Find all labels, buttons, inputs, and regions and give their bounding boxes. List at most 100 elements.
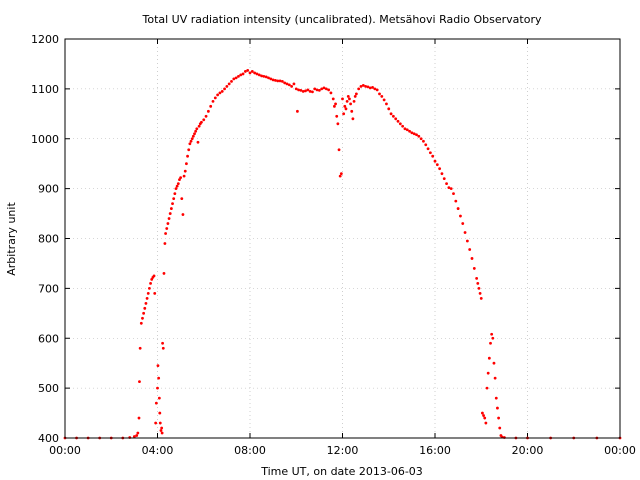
data-point xyxy=(375,88,379,92)
data-point xyxy=(159,429,163,432)
data-point xyxy=(239,73,243,77)
data-point xyxy=(380,94,384,98)
data-point xyxy=(156,386,159,390)
data-point xyxy=(204,114,208,118)
data-point xyxy=(138,380,141,384)
data-point xyxy=(391,114,395,118)
data-point xyxy=(351,117,355,121)
y-tick-label: 700 xyxy=(38,282,59,295)
data-point xyxy=(352,99,356,103)
data-point xyxy=(491,336,495,340)
data-point xyxy=(243,70,247,73)
data-point xyxy=(299,88,303,92)
data-point xyxy=(190,137,194,141)
y-tick-label: 900 xyxy=(38,183,59,196)
data-point xyxy=(348,97,351,101)
data-point xyxy=(292,82,296,86)
data-point xyxy=(213,96,217,100)
data-point xyxy=(373,87,377,91)
data-point xyxy=(333,104,336,108)
data-point xyxy=(141,316,144,320)
data-point xyxy=(165,227,169,230)
data-point xyxy=(158,421,162,425)
data-point xyxy=(452,192,455,196)
data-point xyxy=(487,356,491,360)
data-point xyxy=(496,406,499,410)
data-point xyxy=(180,197,184,201)
data-point xyxy=(322,86,326,90)
data-point xyxy=(350,109,354,113)
data-point xyxy=(477,286,481,290)
data-point xyxy=(483,416,487,420)
data-point xyxy=(216,93,220,97)
data-point xyxy=(172,197,176,201)
data-point xyxy=(366,85,370,89)
data-point xyxy=(344,107,348,111)
data-point xyxy=(442,177,446,181)
data-point xyxy=(456,207,460,210)
data-point xyxy=(195,127,199,131)
data-point xyxy=(394,117,398,121)
data-point xyxy=(485,386,489,390)
data-point xyxy=(162,272,166,275)
data-point xyxy=(382,98,386,102)
data-point xyxy=(269,77,273,81)
data-point xyxy=(138,346,142,350)
data-point xyxy=(438,167,442,171)
data-point xyxy=(343,104,347,108)
x-tick-label: 12:00 xyxy=(327,444,359,457)
x-axis-label: Time UT, on date 2013-06-03 xyxy=(260,465,423,478)
data-point xyxy=(246,69,250,72)
x-tick-label: 16:00 xyxy=(419,444,451,457)
plot-frame xyxy=(64,38,621,439)
data-point xyxy=(346,94,350,98)
data-point xyxy=(410,131,414,135)
data-point xyxy=(494,396,498,400)
data-point xyxy=(361,83,365,87)
data-point xyxy=(459,214,462,218)
data-point xyxy=(154,401,158,405)
axis-ticks: 400 500 600 700 800 900 1000 1100 1200 00:00 04:00… xyxy=(31,33,636,457)
data-point xyxy=(237,75,240,78)
data-point xyxy=(294,87,298,91)
data-point xyxy=(357,87,361,91)
x-tick-label: 00:00 xyxy=(604,444,636,457)
data-point xyxy=(197,124,201,128)
data-point xyxy=(186,154,189,158)
chart-title: Total UV radiation intensity (uncalibrat… xyxy=(142,13,542,26)
data-point xyxy=(484,421,488,425)
data-point xyxy=(176,182,180,186)
data-point xyxy=(338,174,342,178)
data-point xyxy=(336,122,340,126)
data-point xyxy=(278,79,282,83)
data-point xyxy=(296,109,299,113)
data-point xyxy=(497,416,500,420)
data-point xyxy=(136,431,140,435)
data-point xyxy=(335,114,339,118)
data-point xyxy=(143,306,147,310)
data-point xyxy=(158,411,162,415)
data-point xyxy=(433,159,437,163)
data-point xyxy=(334,102,337,106)
data-point xyxy=(445,182,448,186)
data-point xyxy=(271,78,275,82)
data-point xyxy=(206,109,210,113)
data-point xyxy=(188,142,192,146)
data-point xyxy=(422,139,425,143)
data-point xyxy=(220,89,224,93)
data-point xyxy=(218,91,222,95)
data-point xyxy=(412,132,416,136)
data-point xyxy=(463,231,467,234)
data-point xyxy=(447,186,451,190)
data-point xyxy=(139,321,143,325)
data-point xyxy=(227,82,231,86)
data-point xyxy=(371,85,374,89)
data-point xyxy=(419,137,423,141)
data-point xyxy=(248,71,252,75)
data-point xyxy=(317,88,321,92)
data-point xyxy=(232,77,236,81)
data-point xyxy=(202,118,206,122)
data-point xyxy=(313,87,317,91)
data-point xyxy=(424,143,428,147)
